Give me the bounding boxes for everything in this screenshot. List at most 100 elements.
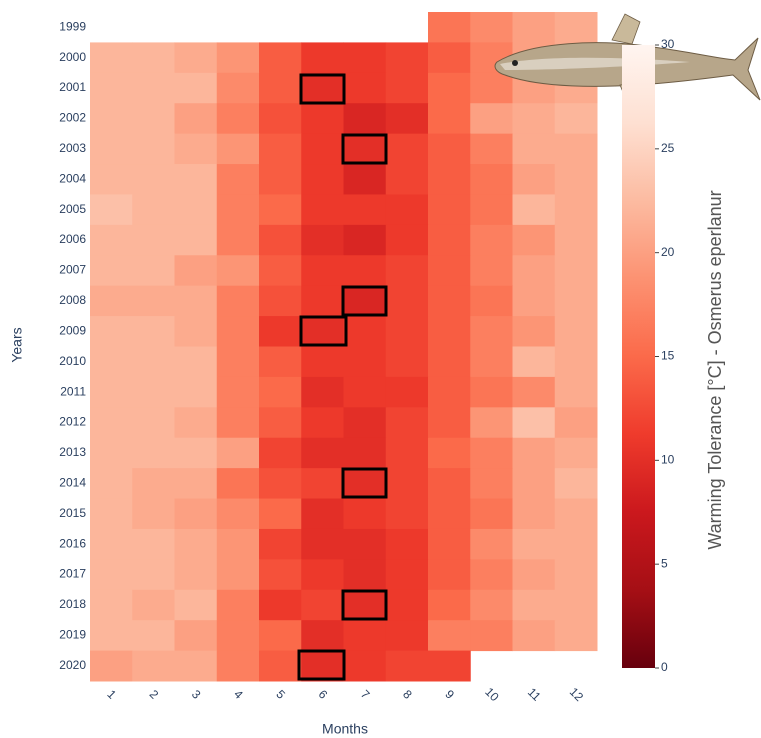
heatmap-cell [301, 42, 344, 73]
heatmap-cell [344, 620, 387, 651]
y-tick-label: 2011 [60, 384, 86, 398]
heatmap-cell [386, 347, 429, 378]
heatmap-cell [428, 559, 471, 590]
heatmap-cell [513, 620, 556, 651]
heatmap-cell [301, 347, 344, 378]
heatmap-cell [386, 407, 429, 438]
heatmap-cell [513, 134, 556, 165]
heatmap-cell [217, 468, 260, 499]
heatmap-cell [470, 377, 513, 408]
heatmap-cell [217, 42, 260, 73]
heatmap-cell [513, 529, 556, 560]
heatmap-cell [259, 620, 302, 651]
heatmap-cell [90, 286, 133, 317]
heatmap-cell [217, 255, 260, 286]
heatmap-cell [132, 316, 175, 347]
heatmap-cell [175, 651, 218, 682]
heatmap-cell [386, 42, 429, 73]
heatmap-cell [513, 438, 556, 469]
heatmap-cell [132, 590, 175, 621]
heatmap-cell [175, 377, 218, 408]
heatmap-cell [132, 134, 175, 165]
heatmap-cell [175, 620, 218, 651]
heatmap-cell [555, 225, 598, 256]
heatmap-cell [175, 316, 218, 347]
heatmap-cell [470, 620, 513, 651]
heatmap-cell [344, 347, 387, 378]
heatmap-cell [90, 316, 133, 347]
heatmap-cell [386, 316, 429, 347]
heatmap-cell [555, 12, 598, 43]
heatmap-cell [132, 42, 175, 73]
heatmap-cell [301, 316, 344, 347]
heatmap-cell [90, 194, 133, 225]
heatmap-cell [301, 73, 344, 104]
y-tick-label: 2001 [59, 80, 86, 94]
heatmap-cell [513, 286, 556, 317]
heatmap-cell [217, 651, 260, 682]
heatmap-cell [428, 499, 471, 530]
heatmap-cell [90, 377, 133, 408]
y-tick-label: 2006 [59, 232, 86, 246]
heatmap-cell [555, 164, 598, 195]
heatmap-cell [132, 559, 175, 590]
heatmap-cell [90, 559, 133, 590]
y-tick-label: 2010 [59, 354, 86, 368]
heatmap-cell [175, 347, 218, 378]
heatmap-cell [386, 559, 429, 590]
heatmap-cell [90, 499, 133, 530]
heatmap-cell [90, 347, 133, 378]
y-tick-label: 1999 [59, 19, 86, 33]
heatmap-cell [344, 377, 387, 408]
heatmap-cell [428, 134, 471, 165]
heatmap-cell [513, 377, 556, 408]
y-tick-label: 2002 [59, 111, 86, 125]
heatmap-cell [175, 468, 218, 499]
heatmap-cell [428, 316, 471, 347]
heatmap-cell [259, 559, 302, 590]
heatmap-cell [386, 255, 429, 286]
heatmap-cell [470, 468, 513, 499]
y-tick-label: 2015 [59, 506, 86, 520]
heatmap-cell [555, 438, 598, 469]
heatmap-cell [555, 529, 598, 560]
heatmap-cell [344, 42, 387, 73]
y-tick-label: 2008 [59, 293, 86, 307]
heatmap-cell [217, 377, 260, 408]
heatmap-cell [217, 529, 260, 560]
heatmap-cell [259, 438, 302, 469]
heatmap-cell [301, 620, 344, 651]
heatmap-cell [175, 590, 218, 621]
heatmap-cell [428, 255, 471, 286]
heatmap-cell [217, 438, 260, 469]
heatmap-cell [386, 73, 429, 104]
heatmap-cell [259, 194, 302, 225]
y-axis-title: Years [9, 327, 25, 362]
heatmap-cell [132, 651, 175, 682]
heatmap-cell [428, 468, 471, 499]
heatmap-cell [344, 286, 387, 317]
heatmap-cell [470, 590, 513, 621]
heatmap-cell [513, 347, 556, 378]
heatmap-cell [470, 73, 513, 104]
heatmap-cell [513, 559, 556, 590]
heatmap-cell [386, 590, 429, 621]
heatmap-cell [386, 194, 429, 225]
colorbar-tick-label: 20 [661, 245, 675, 259]
y-tick-label: 2005 [59, 202, 86, 216]
chart: Months Years Warming Tolerance [°C] - Os… [0, 0, 761, 738]
heatmap-cell [217, 103, 260, 134]
heatmap-cell [301, 255, 344, 286]
heatmap-cell [513, 407, 556, 438]
heatmap-cell [344, 103, 387, 134]
heatmap-cell [132, 164, 175, 195]
heatmap-cell [428, 286, 471, 317]
heatmap-cell [301, 103, 344, 134]
heatmap-cell [555, 468, 598, 499]
heatmap-cell [301, 499, 344, 530]
heatmap-cell [175, 255, 218, 286]
heatmap-cell [259, 73, 302, 104]
heatmap-cell [259, 255, 302, 286]
colorbar-tick-label: 0 [661, 660, 668, 674]
heatmap-cell [132, 468, 175, 499]
